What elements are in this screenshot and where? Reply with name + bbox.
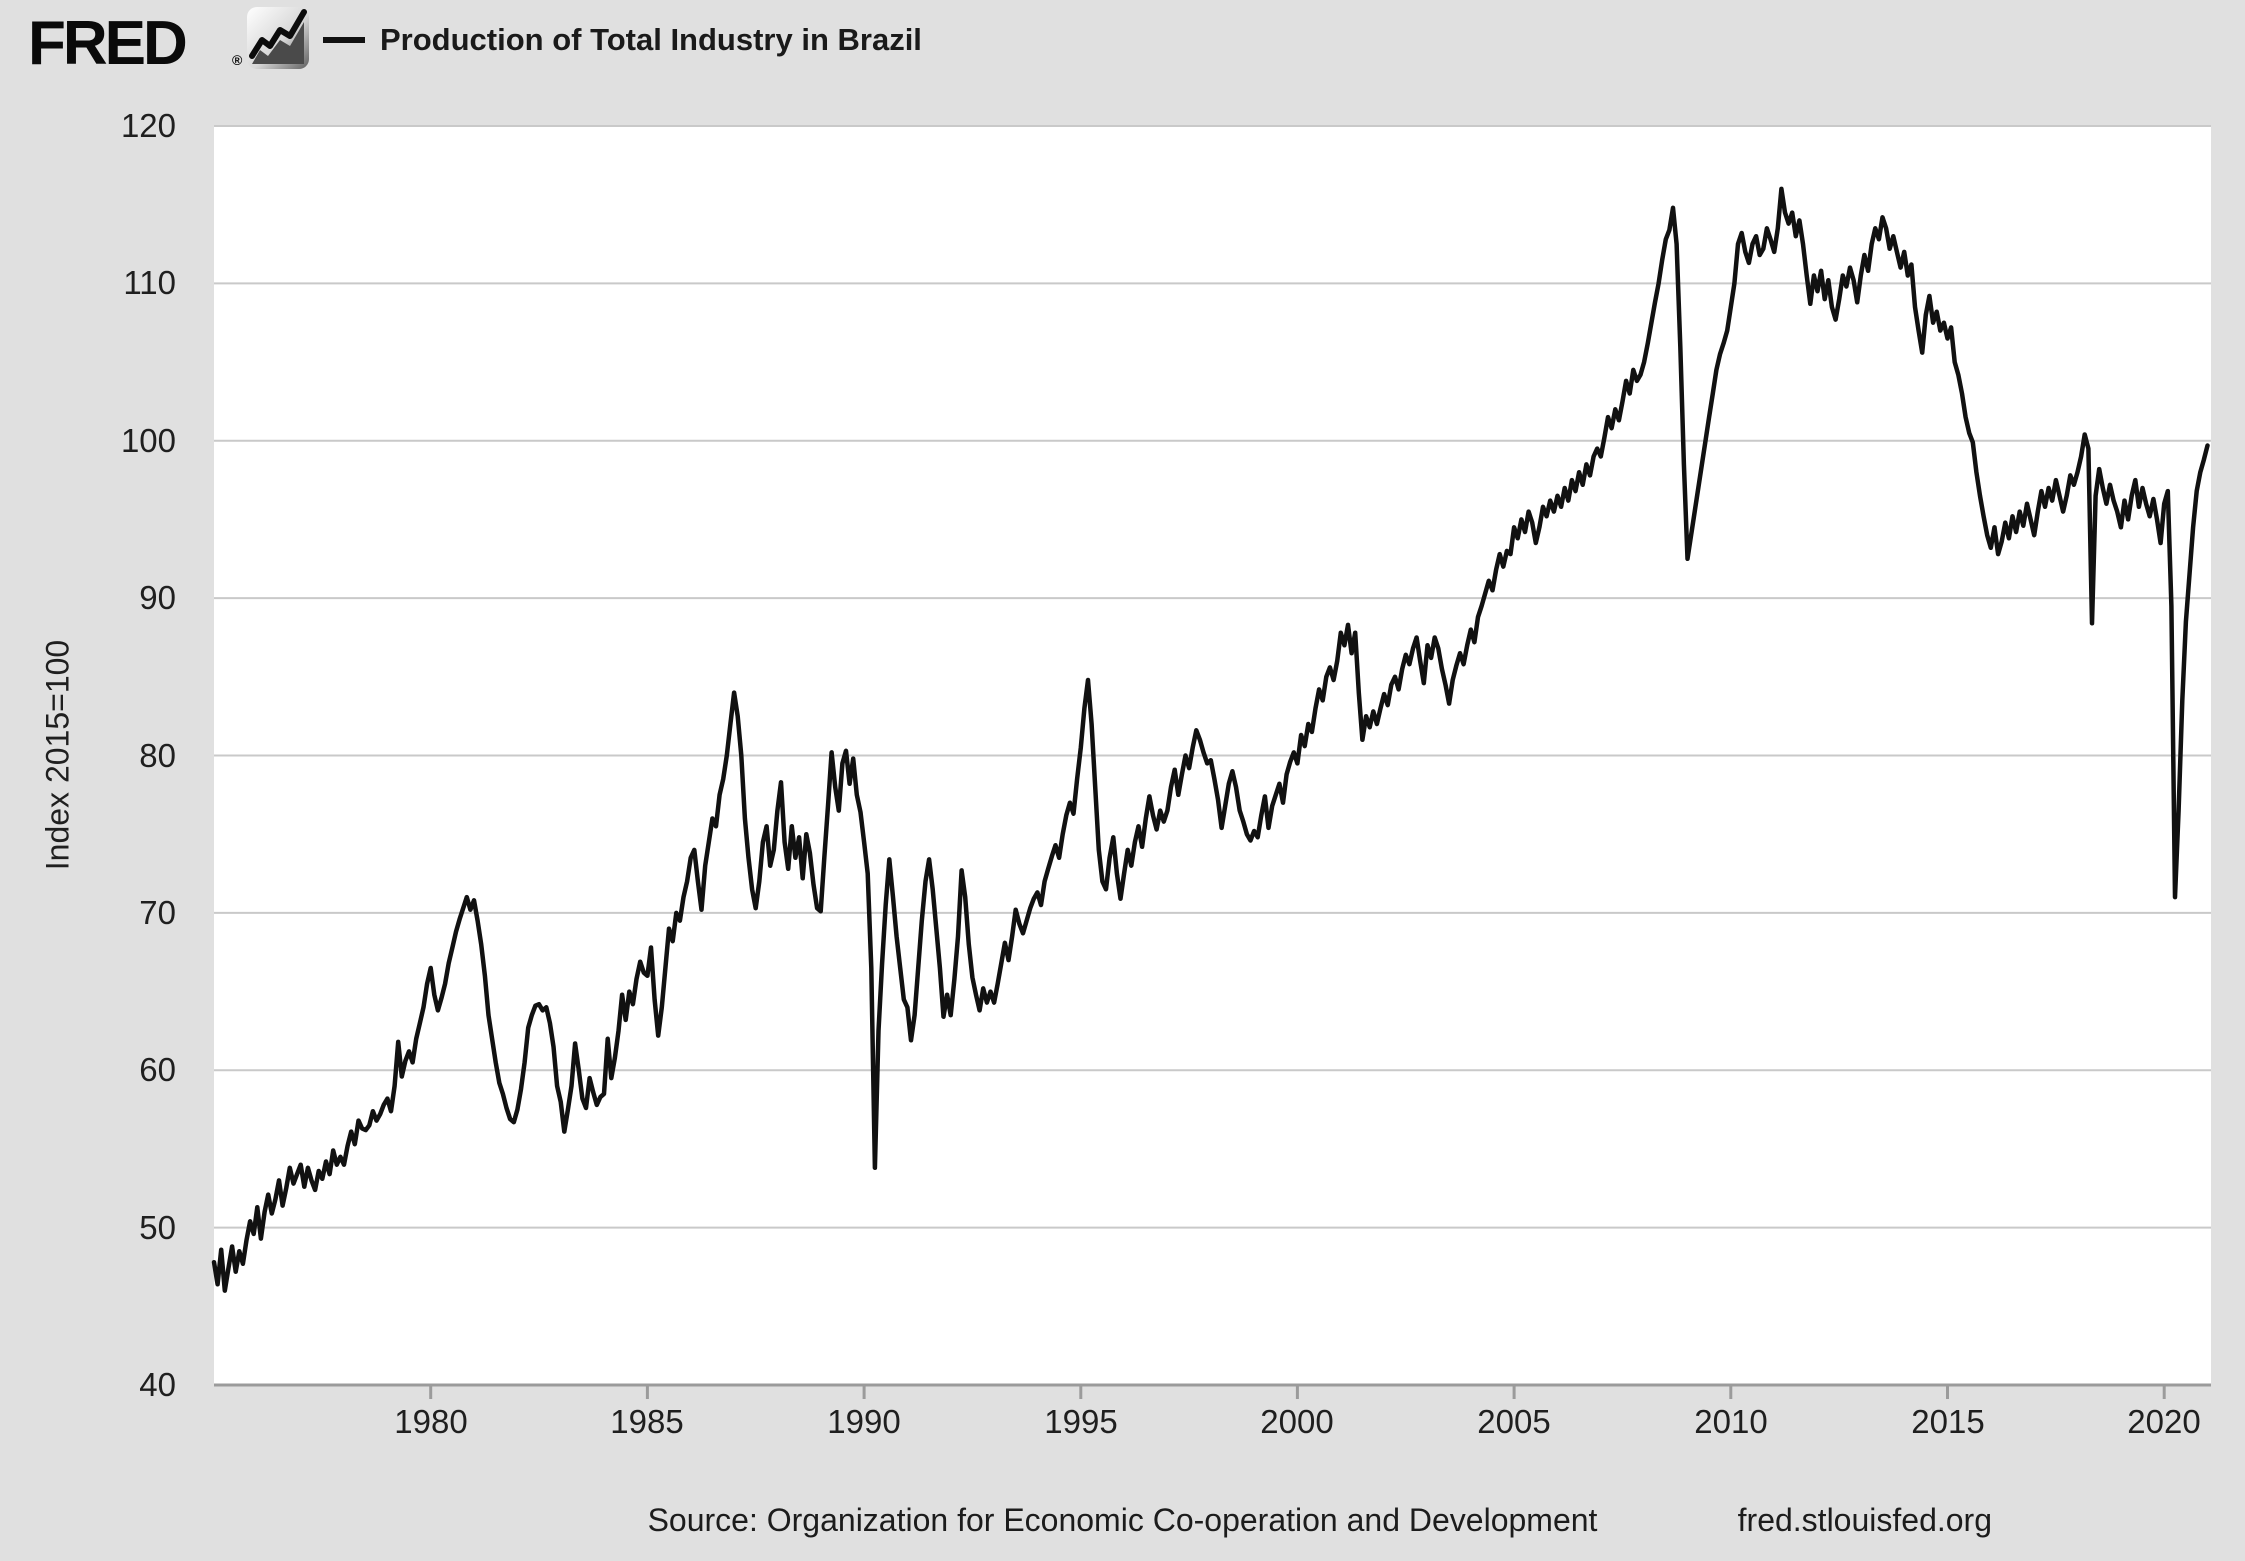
y-tick-label: 50	[139, 1209, 176, 1246]
y-tick-label: 80	[139, 737, 176, 774]
series-legend-dash-icon	[323, 37, 365, 43]
fred-logo: FRED	[28, 9, 188, 78]
y-tick-label: 60	[139, 1051, 176, 1088]
y-tick-label: 40	[139, 1366, 176, 1403]
x-tick-label: 2000	[1260, 1403, 1334, 1440]
x-tick-label: 1990	[827, 1403, 901, 1440]
y-tick-label: 120	[120, 107, 176, 144]
x-tick-label: 1985	[610, 1403, 684, 1440]
x-tick-label: 2010	[1694, 1403, 1768, 1440]
y-tick-label: 70	[139, 894, 176, 931]
x-tick-label: 1995	[1044, 1403, 1118, 1440]
y-tick-label: 90	[139, 579, 176, 616]
fred-sparkline-icon	[247, 7, 309, 69]
chart-title: Production of Total Industry in Brazil	[380, 22, 922, 57]
source-attribution: Source: Organization for Economic Co-ope…	[647, 1502, 1598, 1538]
data-series-line	[211, 186, 2210, 1293]
fred-website-link[interactable]: fred.stlouisfed.org	[1737, 1502, 1992, 1538]
x-tick-label: 1980	[394, 1403, 468, 1440]
y-tick-label: 100	[120, 422, 176, 459]
x-tick-label: 2005	[1477, 1403, 1551, 1440]
x-tick-label: 2015	[1911, 1403, 1985, 1440]
y-tick-label: 110	[123, 264, 176, 301]
x-tick-label: 2020	[2127, 1403, 2201, 1440]
registered-trademark-icon: ®	[232, 52, 243, 68]
